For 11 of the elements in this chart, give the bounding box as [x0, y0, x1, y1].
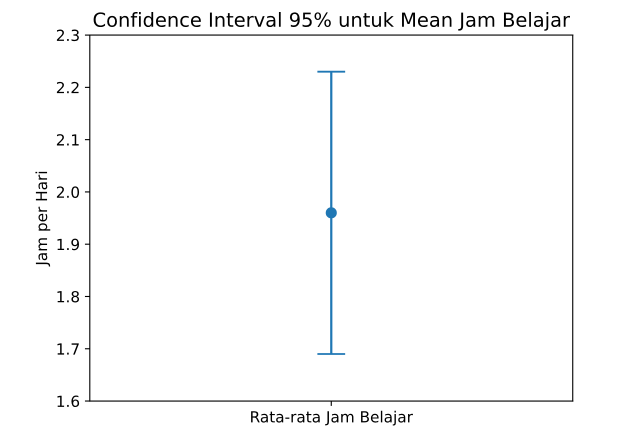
y-tick-label: 1.8 [57, 290, 80, 303]
y-tick-label: 2.3 [56, 30, 79, 42]
y-tick-label: 1.7 [57, 343, 79, 355]
y-tick-label: 2.2 [56, 82, 79, 94]
y-tick-label: 1.6 [57, 396, 80, 408]
y-axis-title: Jam per Hari [35, 172, 50, 266]
y-tick-label: 1.9 [57, 238, 80, 250]
x-tick-label: Rata-rata Jam Belajar [251, 410, 413, 426]
y-tick-label: 2.1 [56, 134, 79, 146]
chart-title: Confidence Interval 95% untuk Mean Jam Belajar [94, 12, 570, 31]
y-tick-label: 2.0 [56, 186, 80, 198]
